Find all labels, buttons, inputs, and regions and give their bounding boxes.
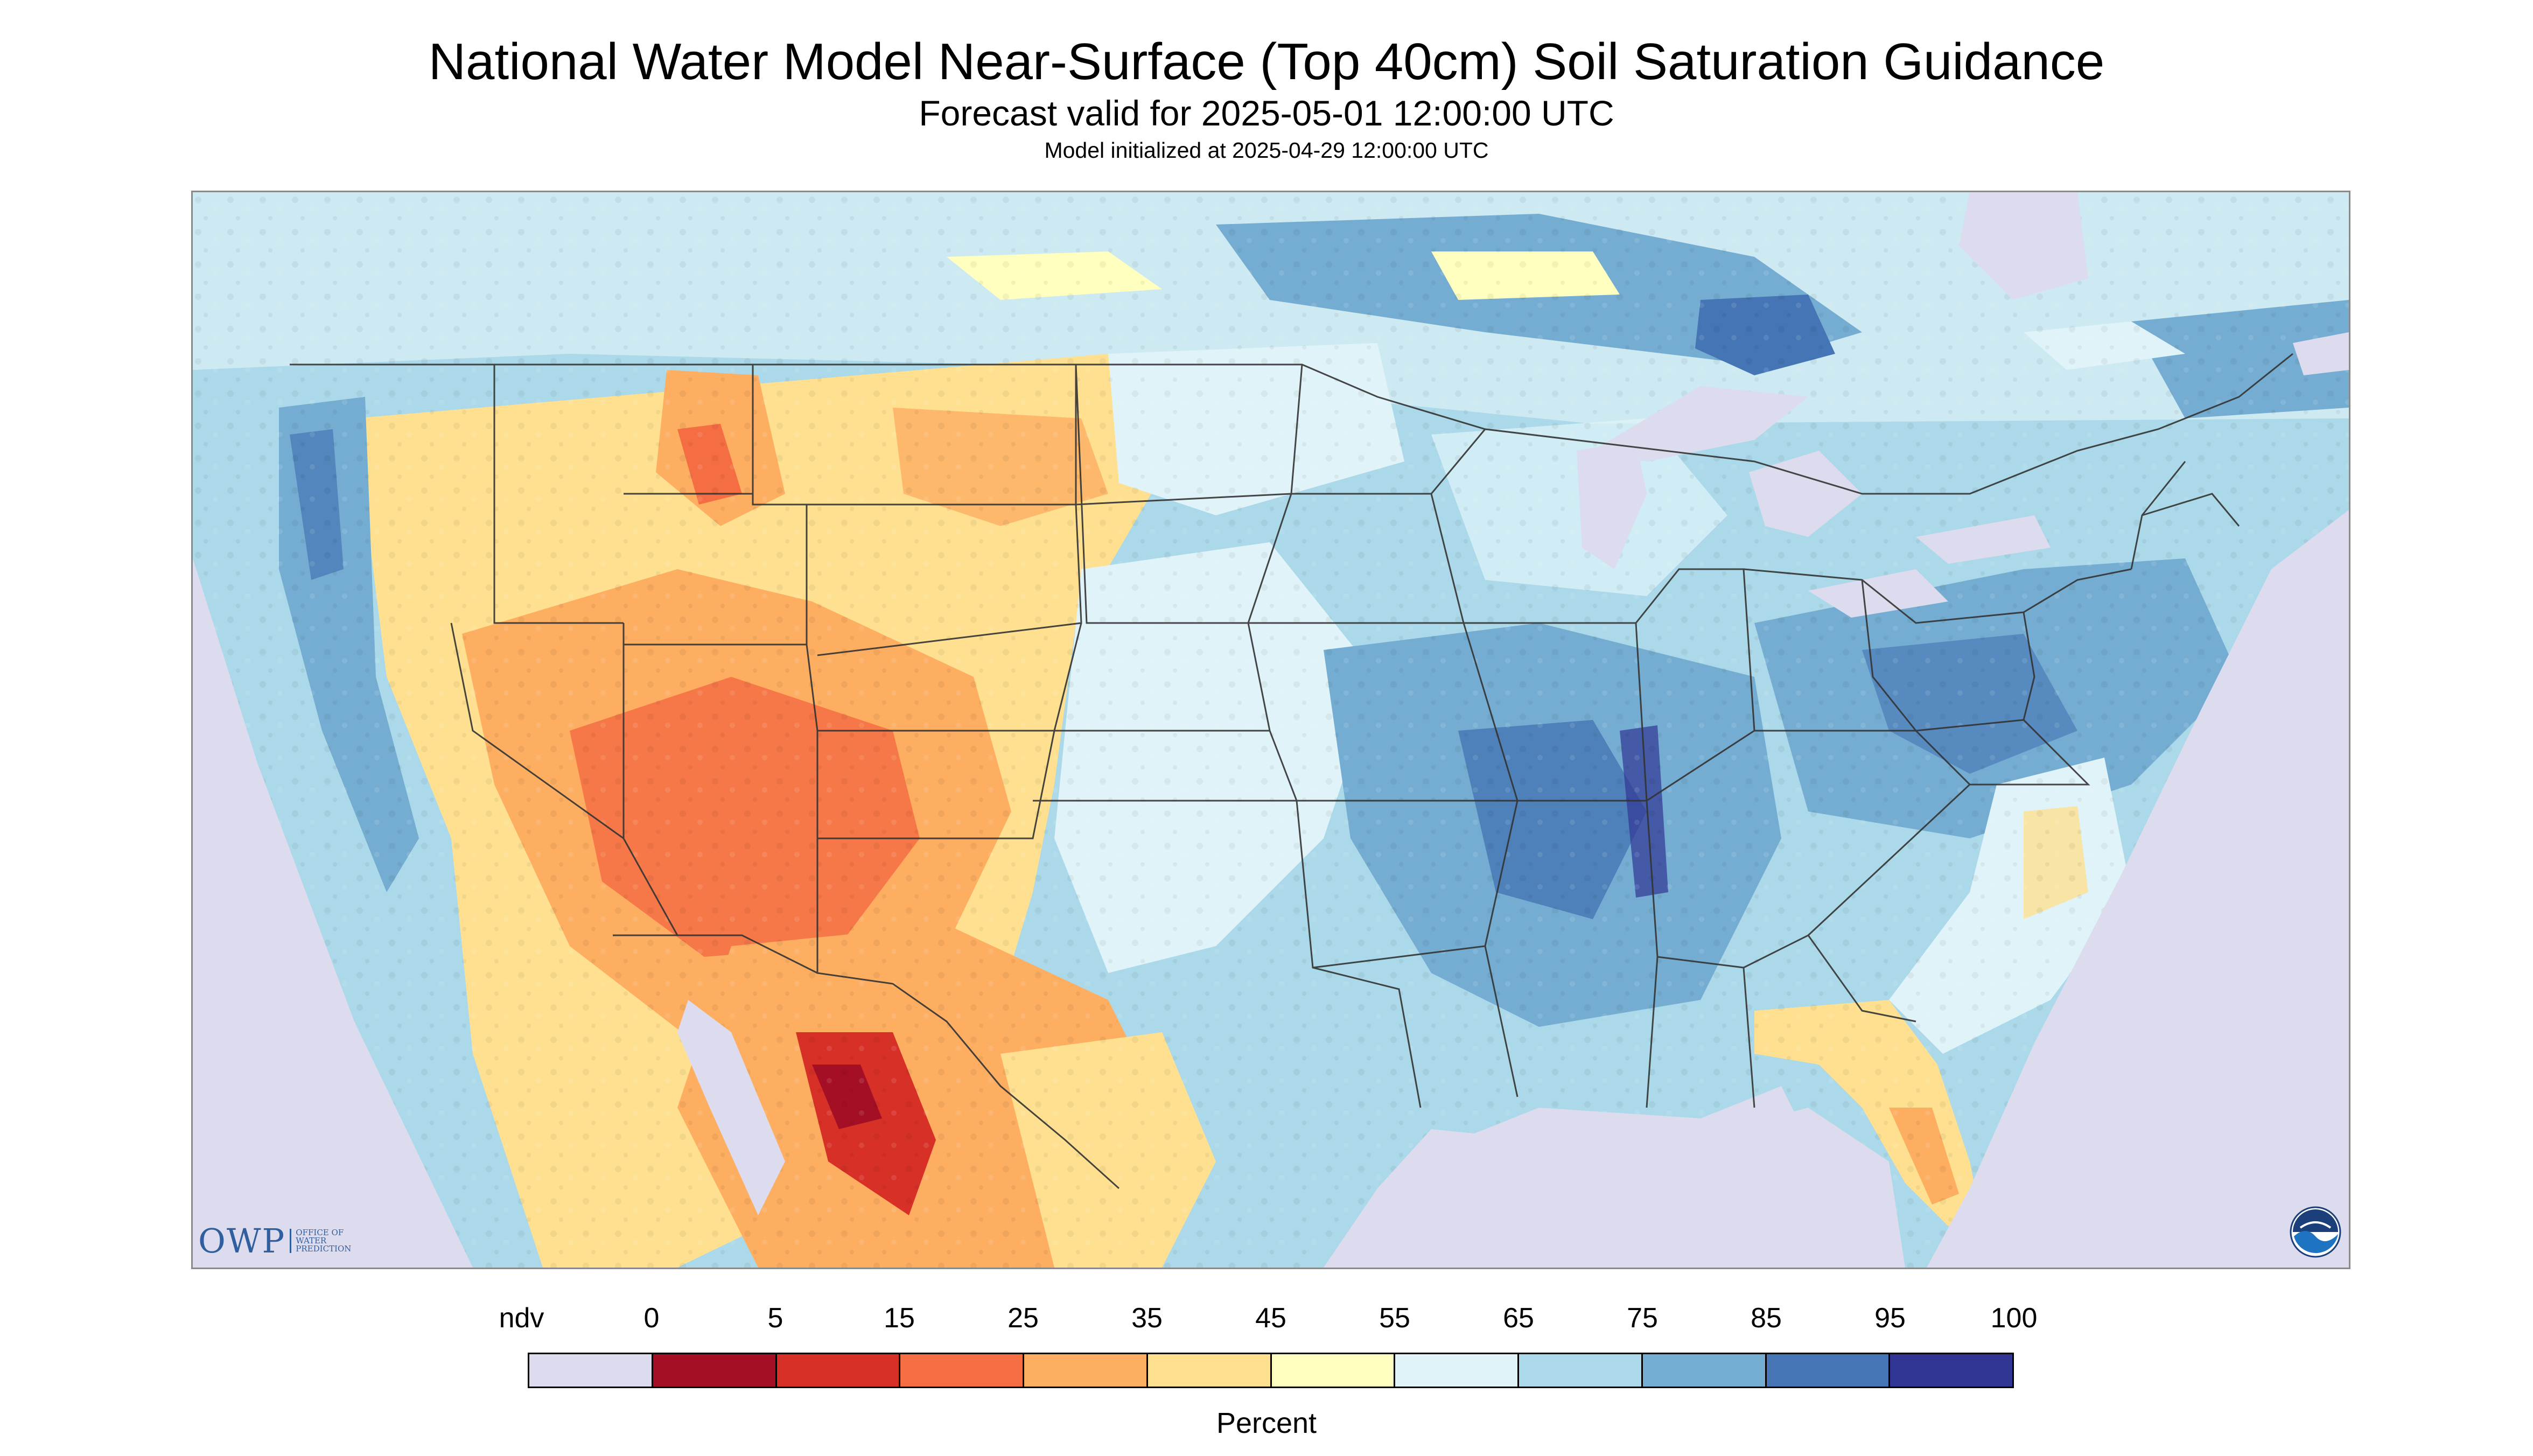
- colorbar-segment: [900, 1354, 1024, 1387]
- colorbar-tick-label: 5: [767, 1303, 783, 1334]
- colorbar-units: Percent: [1216, 1407, 1317, 1439]
- colorbar-segment: [1642, 1354, 1767, 1387]
- forecast-valid-time: Forecast valid for 2025-05-01 12:00:00 U…: [919, 93, 1614, 133]
- colorbar: [528, 1353, 2014, 1388]
- colorbar-segment: [1271, 1354, 1396, 1387]
- colorbar-segment: [1395, 1354, 1519, 1387]
- colorbar-segment: [776, 1354, 901, 1387]
- colorbar-tick-label: 45: [1255, 1303, 1286, 1334]
- colorbar-segment: [1519, 1354, 1643, 1387]
- colorbar-segment: [653, 1354, 777, 1387]
- model-init-time: Model initialized at 2025-04-29 12:00:00…: [1044, 138, 1489, 163]
- owp-logo: OWP OFFICE OF WATER PREDICTION: [198, 1221, 351, 1261]
- colorbar-tick-label: ndv: [499, 1303, 544, 1334]
- colorbar-segment: [1024, 1354, 1148, 1387]
- noaa-logo-icon: [2290, 1206, 2341, 1261]
- owp-logo-text: OFFICE OF WATER PREDICTION: [290, 1229, 351, 1253]
- colorbar-tick-label: 85: [1751, 1303, 1782, 1334]
- colorbar-segment: [529, 1354, 653, 1387]
- colorbar-tick-label: 95: [1874, 1303, 1906, 1334]
- colorbar-tick-label: 55: [1379, 1303, 1410, 1334]
- colorbar-tick-label: 0: [643, 1303, 660, 1334]
- colorbar-tick-label: 15: [884, 1303, 915, 1334]
- colorbar-segment: [1890, 1354, 2012, 1387]
- colorbar-tick-label: 35: [1131, 1303, 1163, 1334]
- colorbar-segment: [1147, 1354, 1272, 1387]
- owp-logo-mark: OWP: [198, 1221, 286, 1261]
- colorbar-segment: [1766, 1354, 1891, 1387]
- colorbar-tick-label: 25: [1007, 1303, 1039, 1334]
- colorbar-tick-label: 75: [1627, 1303, 1658, 1334]
- colorbar-tick-label: 65: [1503, 1303, 1534, 1334]
- map-title: National Water Model Near-Surface (Top 4…: [428, 33, 2105, 90]
- colorbar-tick-label: 100: [1990, 1303, 2038, 1334]
- soil-saturation-map: [191, 191, 2350, 1269]
